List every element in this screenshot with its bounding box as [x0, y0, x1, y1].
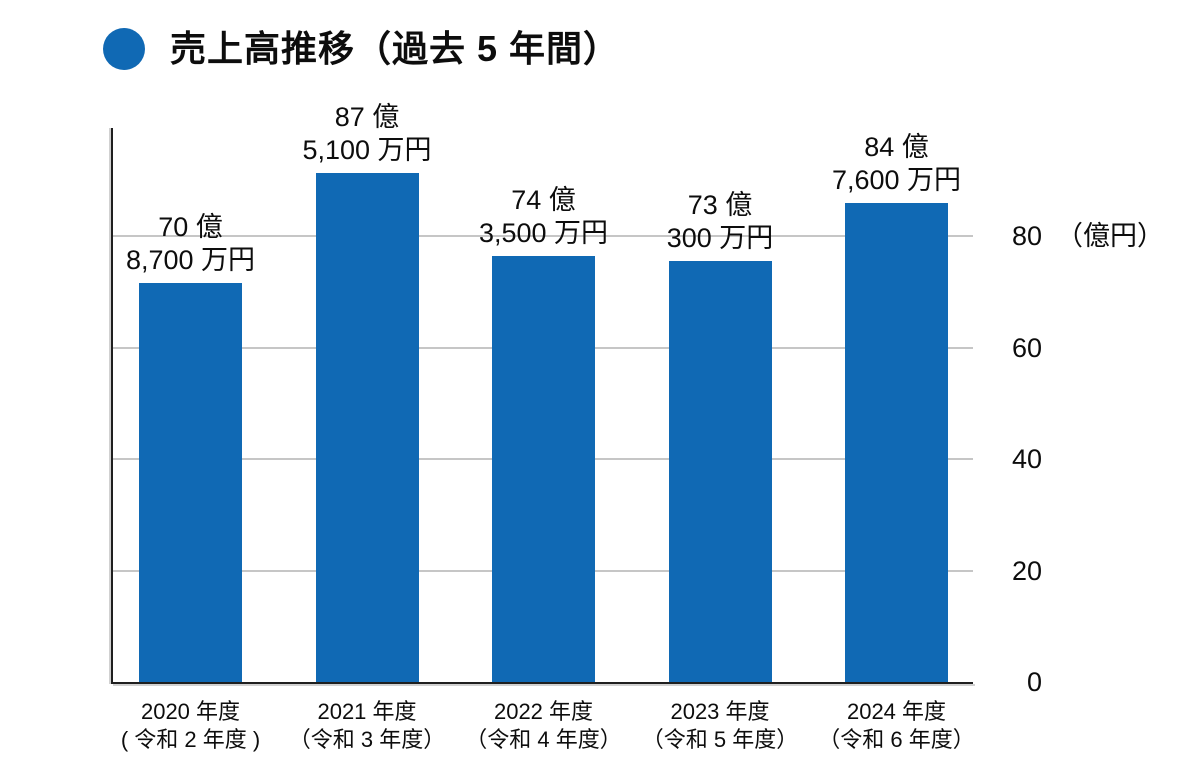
x-axis-category-label: 2023 年度 （令和 5 年度） — [641, 699, 799, 752]
x-axis-category-label: 2022 年度 （令和 4 年度） — [465, 699, 622, 752]
y-tick-0: 0 — [990, 663, 1042, 701]
x-axis-line — [111, 682, 973, 684]
x-axis-category-label: 2020 年度( 令和 2 年度 ) — [120, 699, 261, 752]
chart-title: 売上高推移（過去 5 年間） — [170, 28, 621, 69]
y-axis-unit-label: （億円） — [1056, 221, 1164, 251]
bar-value-label: 73 億 300 万円 — [666, 190, 774, 253]
bar-2023 — [668, 261, 772, 682]
chart-header: 売上高推移（過去 5 年間） — [0, 0, 1200, 90]
y-tick-value: 20 — [1011, 555, 1042, 586]
y-tick-value: 80 — [1011, 221, 1042, 251]
y-tick-80: 80 （億円） — [990, 217, 1164, 255]
bar-2020 — [139, 283, 242, 682]
bar-value-label: 70 億 8,700 万円 — [125, 212, 256, 275]
bar-value-label: 87 億 5,100 万円 — [302, 102, 432, 165]
gridline-80 — [113, 235, 973, 237]
bar-value-label: 74 億 3,500 万円 — [478, 185, 609, 248]
y-tick-20: 20 — [990, 552, 1042, 590]
y-tick-value: 60 — [1011, 332, 1042, 363]
bar-2022 — [492, 256, 595, 682]
y-tick-60: 60 — [990, 329, 1042, 367]
y-tick-value: 40 — [1011, 444, 1042, 474]
x-axis-category-label: 2021 年度 （令和 3 年度） — [288, 699, 446, 752]
circle-icon — [103, 28, 145, 70]
x-axis-category-label: 2024 年度 （令和 6 年度） — [818, 699, 975, 752]
y-tick-40: 40 — [990, 440, 1042, 478]
y-axis-line — [111, 128, 113, 684]
bar-2021 — [315, 173, 419, 682]
bar-value-label: 84 億 7,600 万円 — [831, 132, 962, 195]
y-tick-value: 0 — [1026, 667, 1042, 697]
bar-2024 — [845, 203, 948, 682]
